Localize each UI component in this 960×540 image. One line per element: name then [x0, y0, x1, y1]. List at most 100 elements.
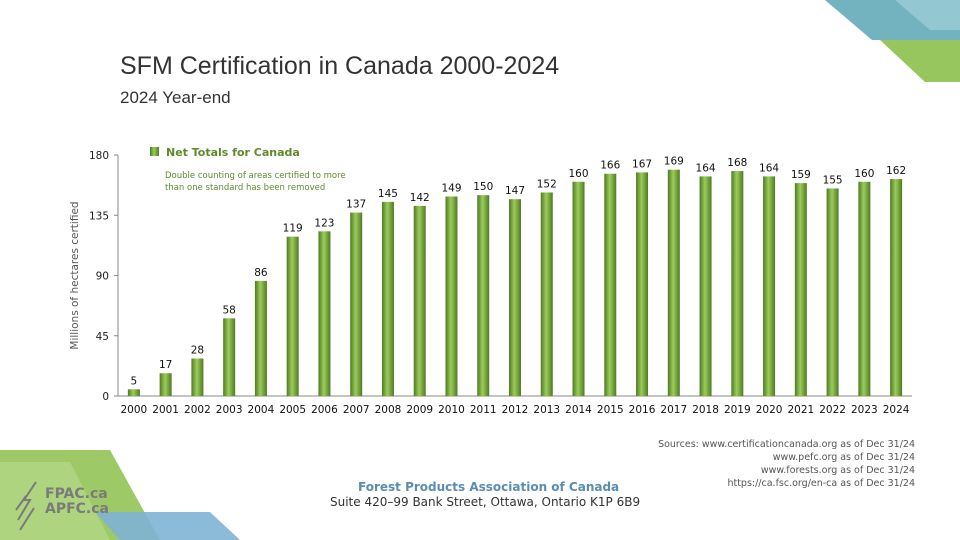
data-label: 150: [473, 181, 493, 193]
y-tick-label: 0: [102, 391, 109, 403]
sources-block: Sources: www.certificationcanada.org as …: [658, 438, 915, 490]
data-label: 58: [222, 304, 235, 316]
x-tick-label: 2012: [502, 404, 529, 416]
data-label: 160: [568, 168, 588, 180]
data-label: 164: [759, 162, 779, 174]
data-label: 5: [131, 375, 138, 387]
x-tick-label: 2006: [311, 404, 338, 416]
x-tick-label: 2022: [819, 404, 846, 416]
y-tick-label: 45: [96, 331, 109, 343]
footer-address: Suite 420–99 Bank Street, Ottawa, Ontari…: [330, 495, 641, 509]
x-tick-label: 2018: [692, 404, 719, 416]
x-tick-label: 2000: [121, 404, 148, 416]
data-label: 145: [378, 188, 398, 200]
bar: [572, 181, 585, 396]
fpac-logo-mark: [15, 481, 37, 531]
bar: [890, 179, 903, 396]
data-label: 162: [886, 165, 906, 177]
bar: [604, 173, 617, 396]
data-label: 149: [441, 183, 461, 195]
data-label: 123: [314, 217, 334, 229]
bar: [445, 196, 458, 396]
x-tick-label: 2015: [597, 404, 624, 416]
fpac-logo: FPAC.ca APFC.ca: [45, 487, 109, 517]
logo-line-1: FPAC.ca: [45, 486, 108, 502]
bar: [381, 201, 394, 396]
x-tick-label: 2024: [883, 404, 910, 416]
bar: [763, 176, 776, 396]
x-tick-label: 2020: [756, 404, 783, 416]
page-title: SFM Certification in Canada 2000-2024: [120, 52, 560, 80]
bar: [286, 236, 299, 396]
x-tick-label: 2021: [787, 404, 814, 416]
bar: [858, 181, 871, 396]
source-line: www.pefc.org as of Dec 31/24: [772, 452, 915, 463]
bar: [127, 389, 140, 396]
y-tick-label: 135: [89, 210, 109, 222]
data-label: 164: [696, 162, 716, 174]
bar: [636, 172, 649, 396]
bar: [731, 171, 744, 396]
data-label: 86: [254, 267, 268, 279]
data-label: 159: [791, 169, 811, 181]
source-line: www.forests.org as of Dec 31/24: [760, 465, 915, 476]
bar: [413, 205, 426, 396]
x-tick-label: 2013: [533, 404, 560, 416]
bar: [509, 199, 521, 396]
data-label: 142: [410, 192, 430, 204]
bar: [350, 212, 363, 396]
x-tick-label: 2016: [629, 404, 656, 416]
y-tick-label: 90: [96, 271, 109, 283]
x-tick-label: 2017: [660, 404, 687, 416]
bottom-left-decor-blue: [95, 512, 240, 540]
bar: [318, 231, 331, 396]
x-tick-label: 2004: [248, 404, 275, 416]
source-line: Sources: www.certificationcanada.org as …: [658, 439, 915, 450]
data-label: 167: [632, 158, 652, 170]
bar: [540, 192, 553, 396]
data-label: 28: [191, 345, 204, 357]
bar: [667, 169, 680, 396]
x-tick-label: 2009: [406, 404, 433, 416]
data-label: 147: [505, 185, 525, 197]
footer-org-name: Forest Products Association of Canada: [358, 480, 620, 494]
bar: [826, 188, 839, 396]
data-label: 166: [600, 160, 620, 172]
data-label: 169: [664, 156, 684, 168]
bottom-left-decor-lightgreen: [0, 462, 110, 540]
bar: [477, 195, 490, 396]
y-axis-label: Millions of hectares certified: [69, 201, 81, 349]
y-tick-label: 180: [89, 150, 109, 162]
data-label: 168: [727, 157, 747, 169]
x-tick-label: 2023: [851, 404, 878, 416]
x-tick-label: 2008: [375, 404, 402, 416]
x-tick-label: 2011: [470, 404, 497, 416]
data-label: 160: [854, 168, 874, 180]
top-right-decor-light: [895, 0, 960, 30]
data-label: 137: [346, 199, 366, 211]
legend-swatch: [150, 147, 159, 156]
annotation-line: than one standard has been removed: [165, 183, 325, 193]
x-tick-label: 2010: [438, 404, 465, 416]
data-label: 155: [823, 174, 843, 186]
annotation-line: Double counting of areas certified to mo…: [165, 171, 346, 181]
x-tick-label: 2002: [184, 404, 211, 416]
logo-line-2: APFC.ca: [45, 501, 109, 517]
legend-label: Net Totals for Canada: [166, 146, 300, 159]
data-label: 152: [537, 178, 557, 190]
data-label: 17: [159, 359, 172, 371]
x-tick-label: 2003: [216, 404, 243, 416]
top-right-decor-green: [880, 40, 960, 82]
x-tick-label: 2019: [724, 404, 751, 416]
x-tick-label: 2001: [152, 404, 179, 416]
bar: [223, 318, 236, 396]
bar: [191, 358, 204, 396]
source-line: https://ca.fsc.org/en-ca as of Dec 31/24: [727, 478, 915, 489]
bar: [699, 176, 712, 396]
page-subtitle: 2024 Year-end: [120, 88, 231, 107]
x-tick-label: 2014: [565, 404, 592, 416]
bar: [254, 280, 267, 396]
x-tick-label: 2005: [279, 404, 306, 416]
